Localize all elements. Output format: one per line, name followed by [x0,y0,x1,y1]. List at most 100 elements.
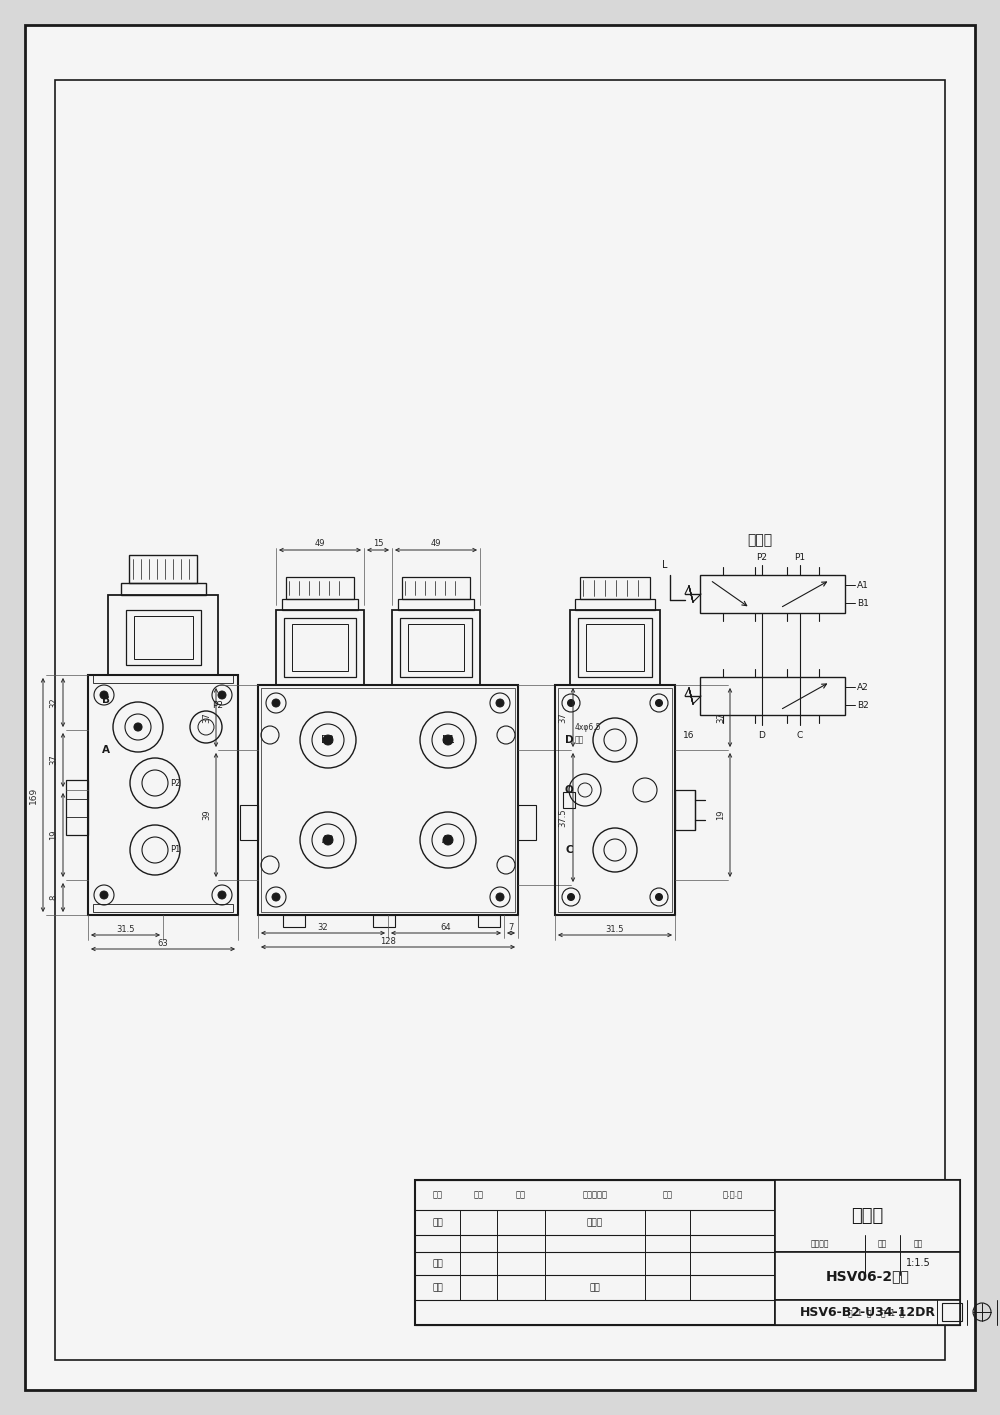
Text: 63: 63 [158,938,168,948]
Bar [563,792,575,808]
Bar [284,618,356,676]
Bar [575,599,655,610]
Circle shape [656,893,662,900]
Text: 外形图: 外形图 [851,1207,884,1225]
Bar [675,790,695,831]
Text: 128: 128 [380,937,396,945]
Text: HSV06-2联阀: HSV06-2联阀 [826,1269,909,1283]
Bar [93,904,233,913]
Text: B2: B2 [322,734,334,746]
Bar [373,916,395,927]
Text: 分区: 分区 [516,1190,526,1200]
Text: 年.月.日: 年.月.日 [722,1190,743,1200]
Circle shape [100,891,108,899]
Bar [292,624,348,671]
Text: P1: P1 [794,552,806,562]
Circle shape [496,699,504,708]
Bar [258,685,518,916]
Bar [276,610,364,685]
Text: A2: A2 [857,682,869,692]
Bar [108,594,218,675]
Circle shape [443,734,453,746]
Text: 19: 19 [50,829,58,841]
Circle shape [272,893,280,901]
Text: P1: P1 [170,846,180,855]
Bar [415,1180,960,1324]
Bar [55,81,945,1360]
Bar [558,688,672,913]
Text: 31.5: 31.5 [116,924,135,934]
Circle shape [272,699,280,708]
Text: 37.5: 37.5 [558,808,568,826]
Text: 7: 7 [508,923,514,931]
Text: D: D [759,730,765,740]
Bar [126,610,201,665]
Text: A2: A2 [322,835,334,845]
Text: 原理图: 原理图 [747,533,773,548]
Circle shape [323,835,333,845]
Bar [261,688,515,913]
Circle shape [656,699,662,706]
Text: P2: P2 [757,552,768,562]
Text: A1: A1 [857,580,869,590]
Circle shape [568,699,574,706]
Text: 49: 49 [431,539,441,549]
Bar [408,624,464,671]
Text: 37: 37 [558,712,568,723]
Bar [282,599,358,610]
Text: 标准化: 标准化 [587,1218,603,1227]
Bar [398,599,474,610]
Text: 39: 39 [202,809,212,821]
Bar [93,675,233,683]
Circle shape [568,893,574,900]
Text: 37: 37 [50,754,58,766]
Text: 工艺: 工艺 [432,1283,443,1292]
Bar [775,1180,960,1252]
Bar [942,1303,962,1322]
Text: A1: A1 [442,835,454,845]
Text: L: L [662,560,668,570]
Bar [578,618,652,676]
Text: B1: B1 [442,734,454,746]
Text: 重量: 重量 [878,1240,887,1248]
Bar [286,577,354,599]
Bar [66,780,88,835]
Text: A: A [102,746,110,756]
Text: B: B [102,695,110,705]
Text: P2: P2 [170,778,180,788]
Text: 32: 32 [50,698,58,708]
Text: 共  1  张    第  1  张: 共 1 张 第 1 张 [848,1307,904,1317]
Bar [88,675,238,916]
Bar [129,555,197,583]
Text: O: O [565,785,573,795]
Circle shape [134,723,142,732]
Bar [775,1252,960,1300]
Bar [586,624,644,671]
Text: 31.5: 31.5 [606,924,624,934]
Text: 审核: 审核 [432,1259,443,1268]
Text: 16: 16 [683,730,694,740]
Text: 签名: 签名 [662,1190,672,1200]
Text: C: C [565,845,573,855]
Text: 32: 32 [318,923,328,931]
Bar [570,610,660,685]
Text: 设计: 设计 [432,1218,443,1227]
Circle shape [218,891,226,899]
Text: D: D [565,734,573,746]
Bar [555,685,675,916]
Text: P2: P2 [212,700,224,709]
Text: 19: 19 [716,809,726,821]
Bar [775,1300,960,1324]
Text: 1:1.5: 1:1.5 [906,1258,931,1268]
Bar [580,577,650,599]
Bar [402,577,470,599]
Text: 37: 37 [716,712,726,723]
Text: B2: B2 [857,700,869,709]
Text: 4xφ6.5: 4xφ6.5 [575,723,602,732]
Circle shape [443,835,453,845]
Bar [700,676,845,715]
Circle shape [218,691,226,699]
Text: 37: 37 [202,712,212,723]
Text: B1: B1 [857,599,869,607]
Text: 阶段标记: 阶段标记 [811,1240,829,1248]
